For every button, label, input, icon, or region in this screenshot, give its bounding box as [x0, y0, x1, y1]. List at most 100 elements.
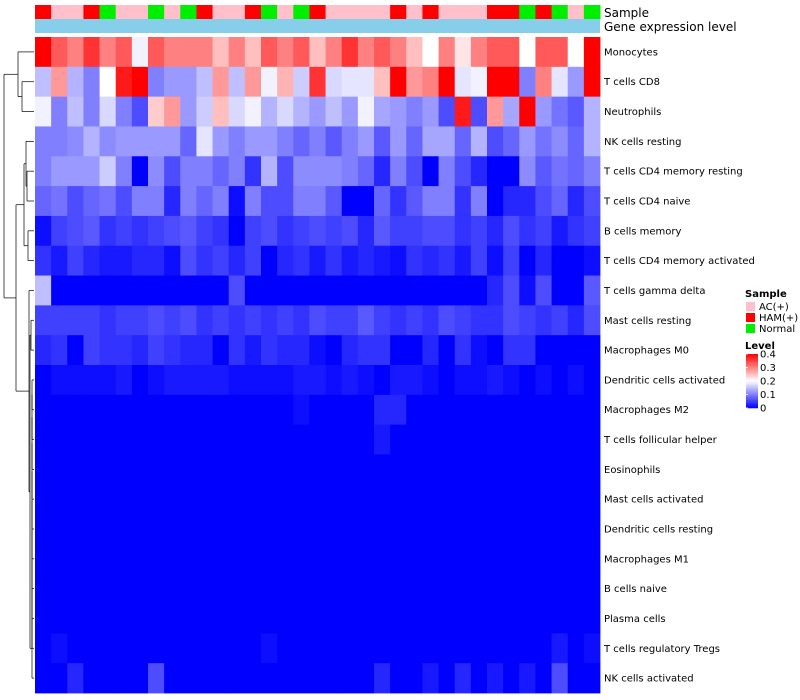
heatmap-cell-r21-c21: [357, 633, 375, 664]
sample-cell-15: [261, 5, 278, 19]
heatmap-cell-r7-c27: [454, 215, 472, 247]
heatmap-cell-r2-c29: [487, 66, 504, 98]
row-label: Plasma cells: [604, 614, 666, 625]
heatmap-cell-r11-c3: [67, 335, 84, 366]
heatmap-cell-r21-c8: [148, 633, 165, 664]
heatmap-cell-r15-c28: [470, 454, 488, 485]
heatmap-cell-r21-c10: [180, 633, 197, 664]
heatmap-cell-r10-c33: [551, 305, 569, 336]
heatmap-cell-r13-c7: [131, 394, 149, 426]
sample-cell-34: [567, 5, 585, 19]
heatmap-cell-r20-c19: [325, 603, 343, 634]
heatmap-cell-r7-c11: [196, 215, 213, 247]
heatmap-cell-r1-c24: [406, 37, 423, 68]
heatmap-cell-r2-c16: [277, 66, 294, 98]
heatmap-cell-r21-c30: [503, 633, 520, 664]
sample-cell-13: [228, 5, 246, 19]
heatmap-cell-r8-c14: [244, 245, 262, 276]
heatmap-cell-r17-c2: [51, 514, 68, 545]
heatmap-cell-r18-c34: [567, 543, 585, 575]
heatmap-cell-r20-c8: [148, 603, 165, 634]
heatmap-cell-r14-c19: [325, 424, 343, 455]
heatmap-cell-r20-c18: [309, 603, 326, 634]
heatmap-cell-r9-c30: [503, 275, 520, 306]
sample-cell-14: [244, 5, 262, 19]
heatmap-cell-r11-c1: [35, 335, 52, 366]
heatmap-cell-r20-c17: [293, 603, 310, 634]
heatmap-cell-r14-c29: [487, 424, 504, 455]
heatmap-cell-r19-c22: [374, 573, 391, 604]
heatmap-cell-r5-c10: [180, 156, 197, 187]
legend-swatch: [746, 324, 755, 333]
heatmap-cell-r15-c20: [341, 454, 359, 485]
heatmap-cell-r4-c5: [99, 126, 117, 157]
heatmap-cell-r17-c12: [212, 514, 230, 545]
heatmap-cell-r8-c1: [35, 245, 52, 276]
heatmap-cell-r19-c29: [487, 573, 504, 604]
colorbar-step: [746, 381, 758, 383]
heatmap-cell-r19-c18: [309, 573, 326, 604]
heatmap-cell-r20-c29: [487, 603, 504, 634]
heatmap-cell-r5-c11: [196, 156, 213, 187]
heatmap-cell-r4-c31: [519, 126, 536, 157]
sample-cell-5: [99, 5, 117, 19]
heatmap-cell-r21-c28: [470, 633, 488, 664]
heatmap-cell-r19-c3: [67, 573, 84, 604]
heatmap-cell-r17-c31: [519, 514, 536, 545]
heatmap-cell-r16-c3: [67, 484, 84, 515]
heatmap-cell-r14-c31: [519, 424, 536, 455]
heatmap-cell-r22-c24: [406, 663, 423, 694]
heatmap-cell-r20-c3: [67, 603, 84, 634]
heatmap-cell-r2-c18: [309, 66, 326, 98]
heatmap-cell-r10-c20: [341, 305, 359, 336]
colorbar-tick-label: 0.1: [760, 390, 776, 401]
gene-annotation-label: Gene expression level: [604, 20, 737, 34]
heatmap-cell-r15-c22: [374, 454, 391, 485]
heatmap-cell-r11-c4: [83, 335, 100, 366]
heatmap-cell-r11-c15: [261, 335, 278, 366]
heatmap-cell-r7-c26: [438, 215, 456, 247]
heatmap-cell-r20-c13: [228, 603, 246, 634]
heatmap-cell-r13-c5: [99, 394, 117, 426]
heatmap-cell-r16-c34: [567, 484, 585, 515]
heatmap-cell-r18-c30: [503, 543, 520, 575]
sample-cell-31: [519, 5, 536, 19]
heatmap-cell-r4-c7: [131, 126, 149, 157]
heatmap-cell-r9-c25: [422, 275, 439, 306]
heatmap-cell-r9-c10: [180, 275, 197, 306]
heatmap-cell-r15-c31: [519, 454, 536, 485]
heatmap-cell-r10-c27: [454, 305, 472, 336]
heatmap-cell-r11-c29: [487, 335, 504, 366]
heatmap-cell-r16-c26: [438, 484, 456, 515]
heatmap-cell-r21-c6: [115, 633, 133, 664]
heatmap-cell-r12-c14: [244, 365, 262, 396]
heatmap-cell-r1-c22: [374, 37, 391, 68]
heatmap-cell-r15-c29: [487, 454, 504, 485]
heatmap-cell-r11-c5: [99, 335, 117, 366]
heatmap-cell-r18-c22: [374, 543, 391, 575]
heatmap-cell-r1-c25: [422, 37, 439, 68]
heatmap-cell-r2-c17: [293, 66, 310, 98]
heatmap-cell-r15-c10: [180, 454, 197, 485]
heatmap-cell-r22-c34: [567, 663, 585, 694]
heatmap-cell-r20-c11: [196, 603, 213, 634]
heatmap-cell-r6-c17: [293, 186, 310, 217]
heatmap-cell-r10-c34: [567, 305, 585, 336]
heatmap-cell-r21-c23: [390, 633, 407, 664]
heatmap-cell-r7-c32: [535, 215, 552, 247]
heatmap-cell-r16-c33: [551, 484, 569, 515]
heatmap-cell-r21-c4: [83, 633, 100, 664]
heatmap-cell-r1-c11: [196, 37, 213, 68]
heatmap-cell-r2-c5: [99, 66, 117, 98]
heatmap-cell-r1-c1: [35, 37, 52, 68]
heatmap-cell-r17-c5: [99, 514, 117, 545]
heatmap-cell-r21-c19: [325, 633, 343, 664]
heatmap-cell-r2-c15: [261, 66, 278, 98]
heatmap-cell-r3-c19: [325, 96, 343, 127]
heatmap-cell-r4-c25: [422, 126, 439, 157]
heatmap-cell-r16-c28: [470, 484, 488, 515]
heatmap-cell-r5-c34: [567, 156, 585, 187]
heatmap-cell-r8-c31: [519, 245, 536, 276]
heatmap-cell-r20-c30: [503, 603, 520, 634]
heatmap-cell-r15-c15: [261, 454, 278, 485]
